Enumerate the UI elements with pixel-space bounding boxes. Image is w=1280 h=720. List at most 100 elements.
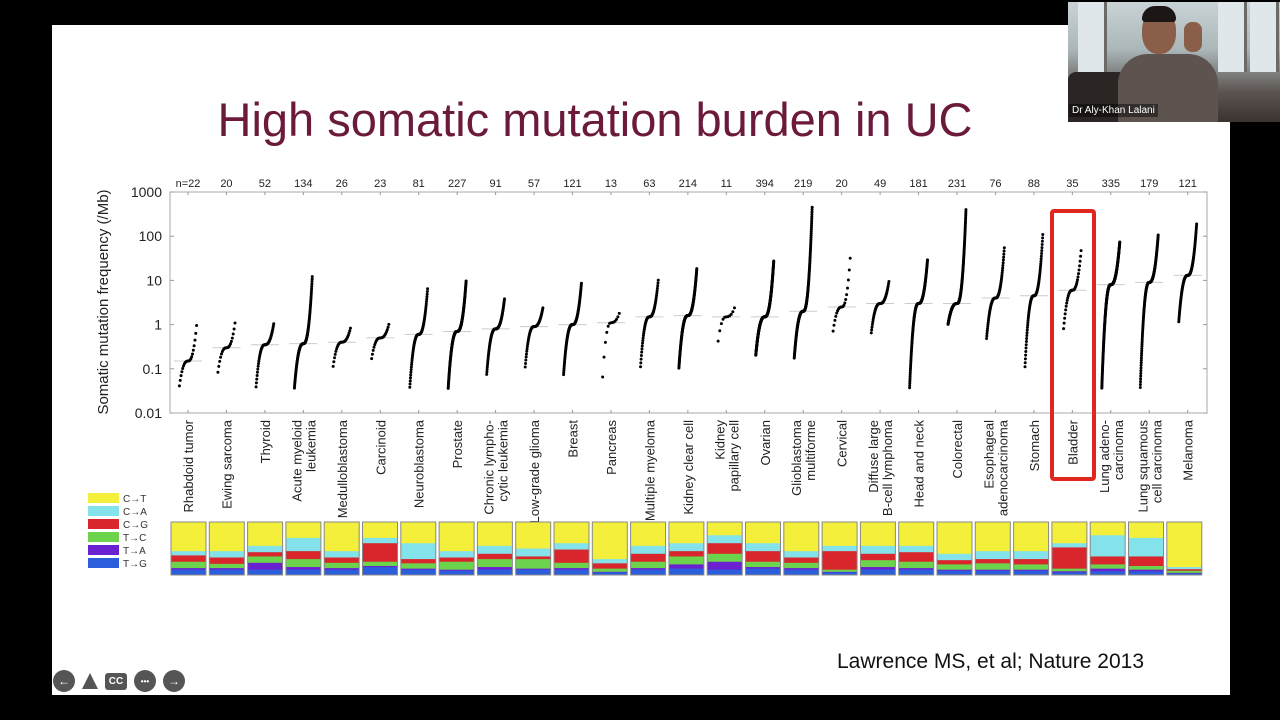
signature-band <box>554 522 589 544</box>
data-point <box>846 286 849 290</box>
data-point <box>732 306 736 310</box>
data-point <box>1139 356 1143 360</box>
signature-panel <box>1166 521 1203 576</box>
data-point <box>485 372 489 376</box>
data-point <box>1064 308 1068 312</box>
signature-band <box>860 553 896 561</box>
signature-band <box>975 522 1011 552</box>
signature-band <box>1051 571 1087 573</box>
more-icon[interactable]: ••• <box>134 670 156 692</box>
signature-band <box>975 570 1011 576</box>
legend-swatch <box>88 558 119 568</box>
data-point <box>1139 377 1143 381</box>
data-point <box>386 325 390 329</box>
category-label: B-cell lymphoma <box>880 419 895 516</box>
pointer-tool-icon[interactable] <box>82 673 98 689</box>
signature-band <box>707 535 743 544</box>
signature-band <box>898 561 934 569</box>
data-point <box>1025 331 1029 335</box>
data-point <box>655 291 659 295</box>
closed-captions-icon[interactable]: CC <box>105 672 127 690</box>
signature-band <box>937 560 972 565</box>
category-label: Kidney clear cell <box>681 420 696 515</box>
data-point <box>1002 255 1006 259</box>
signature-band <box>477 545 513 555</box>
signature-band <box>592 572 628 576</box>
signature-band <box>515 569 551 576</box>
signature-band <box>745 543 781 552</box>
category-label: Glioblastoma <box>789 419 804 496</box>
bladder-highlight-box <box>1050 209 1096 481</box>
data-point <box>408 382 412 386</box>
data-point <box>229 339 233 343</box>
data-point <box>695 267 699 271</box>
signature-band <box>630 545 666 555</box>
signature-band <box>630 553 666 563</box>
signature-band <box>362 567 398 576</box>
signature-panel <box>706 521 743 576</box>
data-point <box>908 386 912 390</box>
data-point <box>656 281 660 285</box>
data-point <box>1023 365 1027 369</box>
signature-band <box>554 549 589 564</box>
signature-border <box>859 521 896 576</box>
data-point <box>254 381 258 385</box>
data-point <box>1063 312 1067 316</box>
sample-count: 394 <box>756 178 774 190</box>
signature-border <box>668 521 705 576</box>
data-point <box>579 281 583 285</box>
signature-panel <box>1051 521 1088 576</box>
sample-count: 13 <box>605 178 617 190</box>
signature-band <box>209 563 245 569</box>
data-point <box>1063 316 1067 320</box>
data-point <box>606 324 610 328</box>
signature-band <box>937 564 972 571</box>
sample-count: 134 <box>294 178 312 190</box>
sample-count: 20 <box>836 178 848 190</box>
legend-label: T→C <box>123 533 146 544</box>
data-point <box>524 361 528 365</box>
signature-band <box>783 522 819 552</box>
signature-border <box>476 521 513 576</box>
signature-band <box>783 568 819 571</box>
signature-border <box>362 521 398 576</box>
data-point <box>1002 246 1006 250</box>
signature-band <box>362 522 398 539</box>
signature-band <box>668 543 704 552</box>
x-axis-labels: Rhabdoid tumor Ewing sarcoma Thyroid Acute … <box>181 419 1196 523</box>
arrow-right-icon[interactable]: → <box>163 670 185 692</box>
data-point <box>1065 298 1069 302</box>
data-point <box>1078 264 1082 268</box>
data-point <box>718 329 722 333</box>
data-point <box>1041 236 1045 240</box>
category-label: Multiple myeloma <box>642 419 657 521</box>
signature-band <box>860 560 896 568</box>
signature-panel <box>323 521 360 576</box>
data-point <box>1001 258 1005 262</box>
signature-band <box>439 570 475 576</box>
data-point <box>1039 264 1043 268</box>
data-point <box>846 278 850 282</box>
data-point <box>870 328 874 332</box>
category-label: Low-grade glioma <box>527 419 542 523</box>
signature-border <box>438 521 475 576</box>
y-axis: 1000 100 10 1 0.1 0.01 <box>131 184 1207 421</box>
data-point <box>1075 280 1079 284</box>
signature-band <box>898 545 934 553</box>
data-point <box>256 362 260 366</box>
data-point <box>1140 351 1144 355</box>
signature-band <box>1013 522 1049 552</box>
data-point <box>835 311 839 315</box>
signature-border <box>1166 521 1203 576</box>
category-label: Prostate <box>450 420 465 468</box>
arrow-left-icon[interactable]: ← <box>53 670 75 692</box>
data-point <box>525 347 529 351</box>
signature-band <box>554 562 589 569</box>
data-point <box>464 279 468 283</box>
signature-band <box>630 568 666 571</box>
participant-video[interactable]: Dr Aly-Khan Lalani <box>1068 2 1280 122</box>
signature-band <box>1013 569 1049 572</box>
signature-band <box>707 543 743 555</box>
signature-band <box>400 543 436 560</box>
